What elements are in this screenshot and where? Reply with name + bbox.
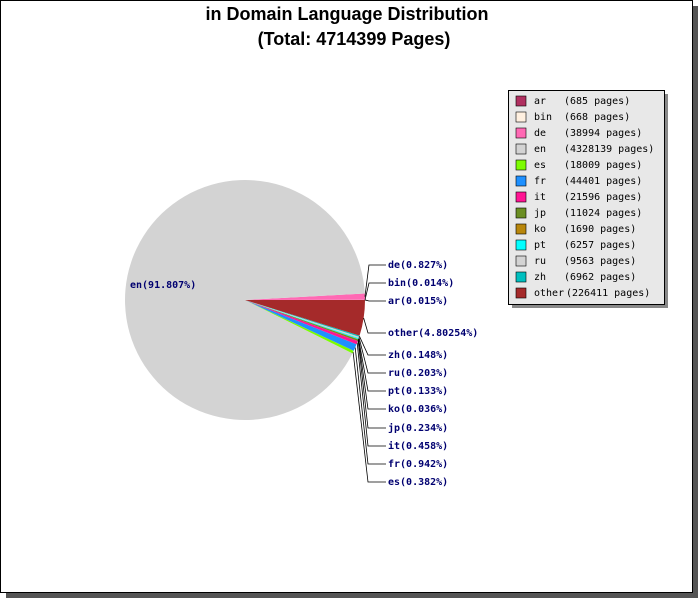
slice-label: other(4.80254%) xyxy=(388,328,478,339)
slice-label: it(0.458%) xyxy=(388,440,448,452)
chart-title: in Domain Language Distribution xyxy=(206,4,489,24)
chart-subtitle: (Total: 4714399 Pages) xyxy=(258,29,451,49)
slice-label: ru(0.203%) xyxy=(388,368,448,379)
legend-swatch xyxy=(516,160,526,170)
legend-label: en xyxy=(534,144,546,155)
legend-label: fr xyxy=(534,176,546,187)
legend-value: (18009 pages) xyxy=(564,160,642,171)
legend-label: ru xyxy=(534,256,546,267)
legend-label: other xyxy=(534,288,564,299)
legend-label: ar xyxy=(534,96,546,107)
legend-value: (9563 pages) xyxy=(564,256,636,267)
slice-label: fr(0.942%) xyxy=(388,459,448,470)
legend-value: (1690 pages) xyxy=(564,224,636,235)
slice-label: ar(0.015%) xyxy=(388,296,448,307)
legend-swatch xyxy=(516,192,526,202)
legend-swatch xyxy=(516,208,526,218)
legend-swatch xyxy=(516,176,526,186)
legend-swatch xyxy=(516,96,526,106)
legend-swatch xyxy=(516,224,526,234)
legend-value: (4328139 pages) xyxy=(564,144,654,155)
legend-swatch xyxy=(516,112,526,122)
slice-label: en(91.807%) xyxy=(130,280,196,291)
legend-value: (685 pages) xyxy=(564,96,630,107)
legend-swatch xyxy=(516,288,526,298)
legend-value: (44401 pages) xyxy=(564,176,642,187)
legend-label: es xyxy=(534,160,546,171)
legend-value: (21596 pages) xyxy=(564,192,642,203)
legend-value: (668 pages) xyxy=(564,112,630,123)
legend-label: ko xyxy=(534,224,546,235)
legend-value: (6257 pages) xyxy=(564,240,636,251)
legend-swatch xyxy=(516,272,526,282)
legend-value: (11024 pages) xyxy=(564,208,642,219)
slice-label: jp(0.234%) xyxy=(388,422,448,434)
legend-label: pt xyxy=(534,240,546,251)
slice-label: ko(0.036%) xyxy=(388,404,448,415)
legend-label: it xyxy=(534,192,546,203)
legend-swatch xyxy=(516,240,526,250)
slice-label: bin(0.014%) xyxy=(388,277,454,289)
legend-value: (38994 pages) xyxy=(564,128,642,139)
legend-label: zh xyxy=(534,272,546,283)
slice-label: zh(0.148%) xyxy=(388,350,448,361)
legend-label: jp xyxy=(534,208,546,219)
legend-value: (6962 pages) xyxy=(564,272,636,283)
slice-label: pt(0.133%) xyxy=(388,386,448,397)
legend-value: (226411 pages) xyxy=(566,288,650,299)
slice-label: de(0.827%) xyxy=(388,260,448,271)
legend-label: de xyxy=(534,128,546,139)
legend-swatch xyxy=(516,256,526,266)
legend-swatch xyxy=(516,144,526,154)
slice-label: es(0.382%) xyxy=(388,477,448,488)
legend-swatch xyxy=(516,128,526,138)
legend-label: bin xyxy=(534,112,552,123)
